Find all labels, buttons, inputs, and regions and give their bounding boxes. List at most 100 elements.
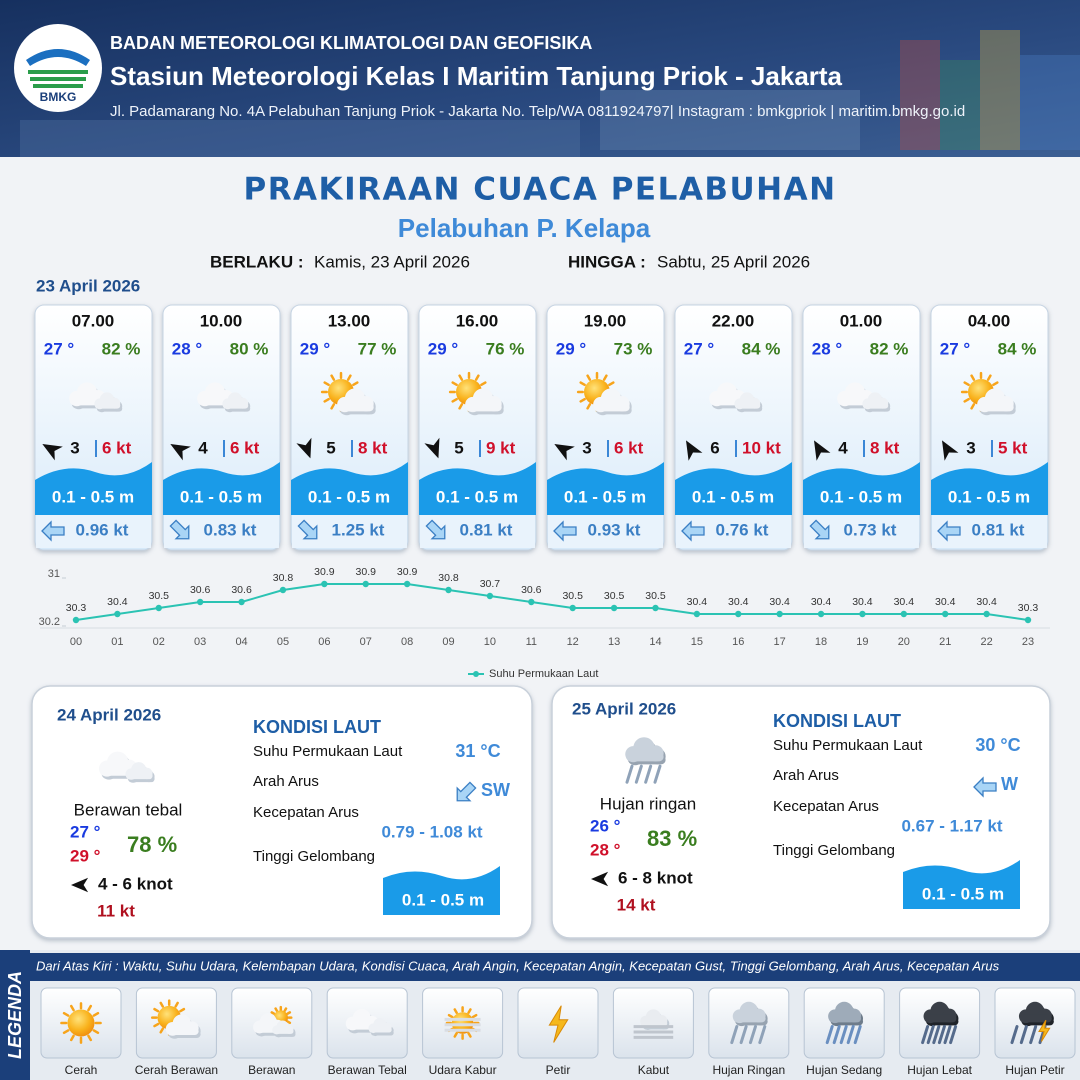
sea-label: Suhu Permukaan Laut xyxy=(253,743,403,760)
forecast-wind-speed: 5 xyxy=(454,438,463,457)
data-point xyxy=(403,580,411,588)
cloud xyxy=(625,737,666,766)
cloud-base xyxy=(978,402,1014,412)
sea-label: Arah Arus xyxy=(773,767,839,784)
forecast-humidity: 73 % xyxy=(614,339,653,358)
page-title: PRAKIRAAN CUACA PELABUHAN xyxy=(243,172,836,208)
x-tick-label: 05 xyxy=(277,636,289,648)
x-tick-label: 22 xyxy=(980,636,992,648)
separator xyxy=(863,440,865,457)
x-tick-label: 10 xyxy=(484,636,496,648)
forecast-gust: 8 kt xyxy=(870,438,900,457)
sea-temperature: 30 °C xyxy=(975,735,1020,755)
header-banner xyxy=(0,0,1080,157)
data-point xyxy=(859,610,866,618)
wind-direction-arrow xyxy=(424,437,440,459)
wave-area xyxy=(383,866,500,915)
rain-drop xyxy=(832,1025,841,1045)
sun-ray xyxy=(330,374,336,381)
data-label: 30.7 xyxy=(480,578,501,590)
forecast-current: 0.81 kt xyxy=(972,520,1025,539)
data-point xyxy=(486,592,494,600)
valid-from: Kamis, 23 April 2026 xyxy=(314,252,470,271)
sun-disc xyxy=(451,1012,474,1034)
sea-title: KONDISI LAUT xyxy=(253,717,381,737)
sea-label: Tinggi Gelombang xyxy=(773,842,895,859)
forecast-humidity: 82 % xyxy=(102,339,141,358)
forecast-humidity: 84 % xyxy=(742,339,781,358)
weather-icon xyxy=(448,371,504,416)
sun-ray xyxy=(579,397,586,403)
wind-direction-arrow xyxy=(686,440,703,461)
sun-ray xyxy=(453,1008,458,1014)
sun-ray xyxy=(608,381,615,387)
legend-item-label: Berawan Tebal xyxy=(328,1063,407,1077)
sun-ray xyxy=(87,1034,93,1042)
legend-item-label: Hujan Petir xyxy=(1005,1063,1064,1077)
separator xyxy=(607,440,609,457)
x-tick-label: 23 xyxy=(1022,636,1034,648)
legend-item-label: Petir xyxy=(546,1063,571,1077)
rain-drop xyxy=(634,764,643,784)
forecast-time: 19.00 xyxy=(584,311,627,330)
sun-ray xyxy=(447,1013,454,1019)
weather-icon xyxy=(320,371,376,416)
cloud xyxy=(337,388,376,416)
sun-ray xyxy=(92,1029,100,1035)
cloud xyxy=(828,1001,864,1027)
weather-icon xyxy=(253,1005,296,1038)
forecast-time: 04.00 xyxy=(968,311,1011,330)
forecast-humidity: 84 % xyxy=(998,339,1037,358)
legend-label: Suhu Permukaan Laut xyxy=(489,668,598,680)
wave-area xyxy=(291,462,408,515)
cloud xyxy=(272,1020,296,1038)
sea-label: Kecepatan Arus xyxy=(773,798,879,815)
data-point xyxy=(610,604,618,612)
station-name: Stasiun Meteorologi Kelas I Maritim Tanj… xyxy=(110,61,843,91)
forecast-gust: 10 kt xyxy=(742,438,781,457)
sun-ray xyxy=(467,1008,472,1014)
x-tick-label: 06 xyxy=(318,636,330,648)
forecast-wave: 0.1 - 0.5 m xyxy=(564,487,646,506)
weather-icon xyxy=(150,999,201,1039)
forecast-temperature: 27 ° xyxy=(684,339,715,358)
forecast-temperature: 29 ° xyxy=(556,339,587,358)
forecast-wave: 0.1 - 0.5 m xyxy=(308,487,390,506)
outlook-humidity: 83 % xyxy=(647,826,697,851)
cloud-base xyxy=(594,402,630,412)
sun-ray xyxy=(274,1007,279,1012)
forecast-temperature: 29 ° xyxy=(428,339,459,358)
legend-item-label: Hujan Lebat xyxy=(907,1063,972,1077)
valid-to: Sabtu, 25 April 2026 xyxy=(657,252,810,271)
data-point xyxy=(1024,616,1032,624)
sun-ray xyxy=(579,381,586,387)
data-point xyxy=(238,598,245,606)
sea-label: Arah Arus xyxy=(253,773,319,790)
data-point xyxy=(776,610,783,618)
cloud-base xyxy=(272,1028,294,1034)
sun-ray xyxy=(174,1001,179,1008)
data-label: 30.9 xyxy=(356,566,377,578)
legend-item-label: Berawan xyxy=(248,1063,295,1077)
weather-icon xyxy=(625,737,666,784)
forecast-humidity: 82 % xyxy=(870,339,909,358)
sun-ray xyxy=(352,381,359,387)
current-direction-arrow xyxy=(937,520,961,542)
x-tick-label: 04 xyxy=(235,636,247,648)
rain-drop xyxy=(739,1025,748,1045)
forecast-gust: 6 kt xyxy=(230,438,260,457)
forecast-current: 0.73 kt xyxy=(844,520,897,539)
sun-ray xyxy=(283,1007,288,1012)
x-tick-label: 15 xyxy=(691,636,703,648)
outlook-temp-max: 29 ° xyxy=(70,846,101,865)
sun-ray xyxy=(471,1013,478,1019)
outlook-wind: 6 - 8 knot xyxy=(618,868,693,887)
wind-direction-arrow xyxy=(170,444,191,461)
data-label: 30.3 xyxy=(66,602,87,614)
forecast-temperature: 28 ° xyxy=(812,339,843,358)
outlook-temp-min: 26 ° xyxy=(590,816,621,835)
cloud xyxy=(165,1014,201,1039)
data-label: 30.8 xyxy=(438,572,459,584)
weather-icon xyxy=(345,1008,394,1037)
